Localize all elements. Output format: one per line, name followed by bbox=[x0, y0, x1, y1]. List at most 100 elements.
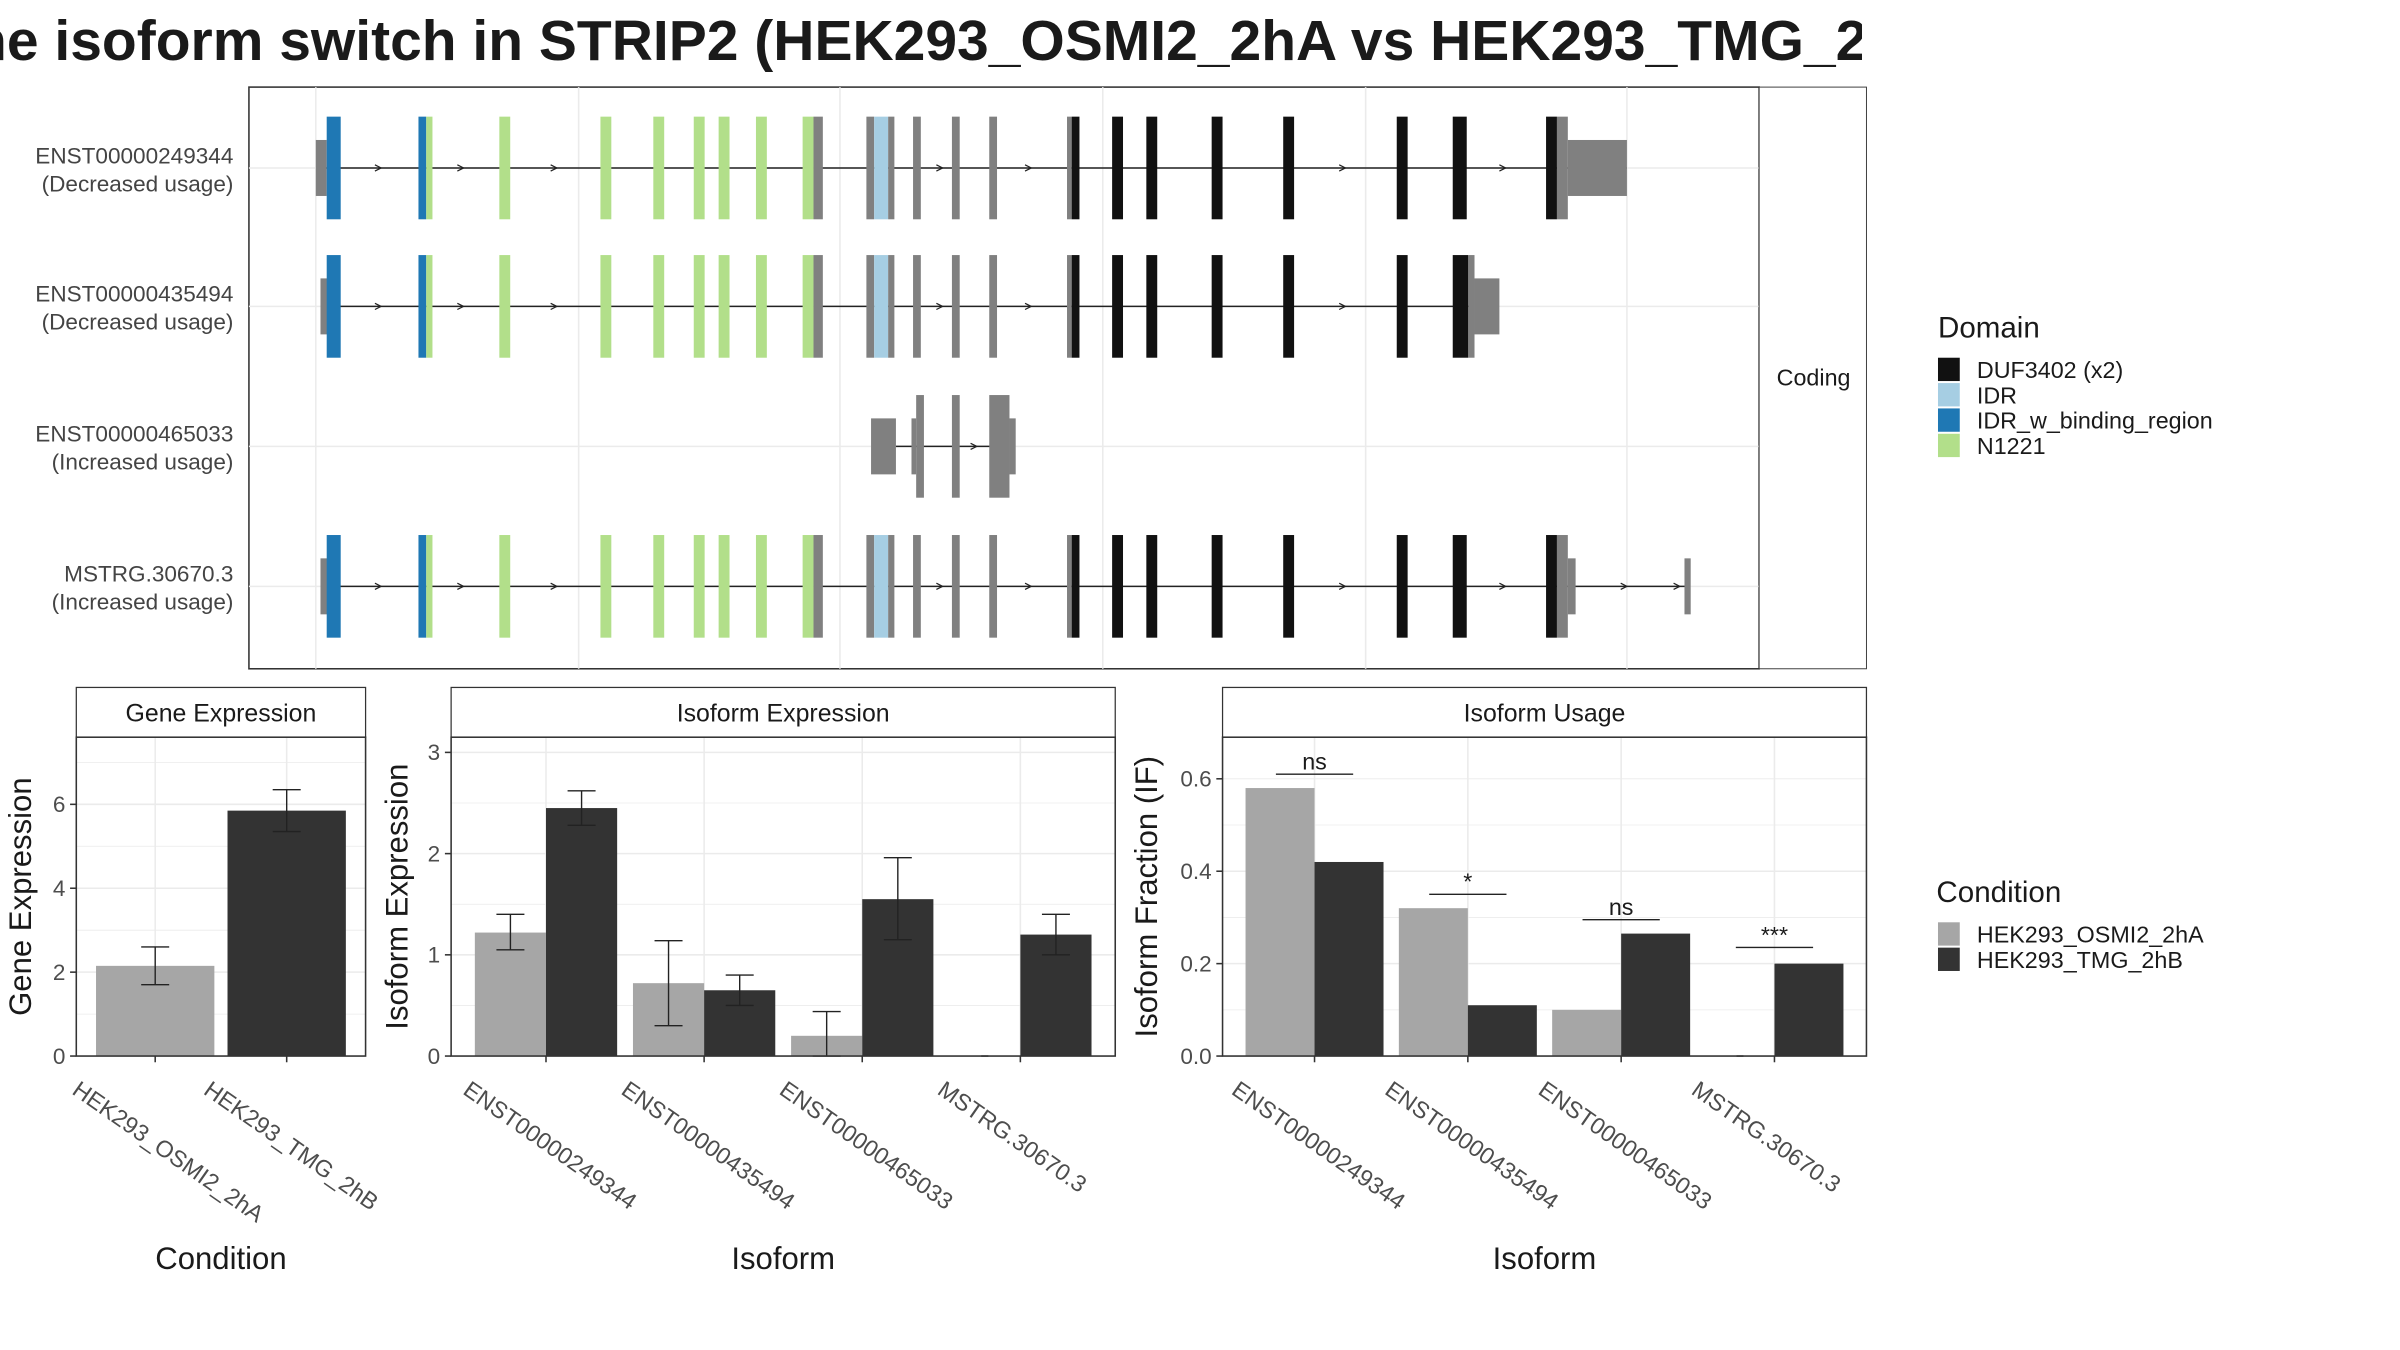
x-tick-label: MSTRG.30670.3 bbox=[933, 1076, 1091, 1198]
intron-direction-arrow bbox=[457, 164, 465, 172]
exon-block bbox=[1146, 535, 1158, 638]
intron-direction-arrow bbox=[374, 164, 383, 172]
exon-block bbox=[1146, 255, 1158, 358]
panel-title: Isoform Usage bbox=[1464, 700, 1626, 728]
exon-block bbox=[755, 535, 767, 638]
exon-block bbox=[1452, 535, 1467, 638]
exon-block bbox=[1567, 558, 1576, 615]
exon-block bbox=[1452, 116, 1467, 220]
exon-block bbox=[718, 535, 730, 638]
intron-direction-arrow bbox=[550, 302, 559, 311]
exon-block bbox=[874, 535, 889, 638]
intron-direction-arrow bbox=[1024, 302, 1033, 311]
y-tick-label: 3 bbox=[428, 740, 441, 765]
exon-block bbox=[418, 535, 427, 638]
bar bbox=[1774, 963, 1844, 1057]
x-axis-title: Isoform bbox=[1493, 1241, 1597, 1276]
domain-legend-swatch bbox=[1937, 408, 1960, 432]
panel-border bbox=[1221, 736, 1868, 1057]
isoform-usage-label: (Increased usage) bbox=[52, 590, 234, 615]
exon-block bbox=[600, 535, 612, 638]
domain-legend: Domain DUF3402 (x2)IDRIDR_w_binding_regio… bbox=[1937, 312, 2213, 459]
panel-title: Isoform Expression bbox=[677, 700, 890, 728]
y-tick-label: 0.4 bbox=[1180, 859, 1211, 884]
structure-plot-area bbox=[248, 86, 1760, 670]
exon-block bbox=[1211, 255, 1223, 358]
exon-block bbox=[1283, 116, 1295, 220]
exon-block bbox=[951, 535, 960, 638]
y-axis-title: Isoform Fraction (IF) bbox=[1129, 756, 1164, 1038]
exon-block bbox=[600, 255, 612, 358]
exon-block bbox=[913, 535, 921, 638]
bar bbox=[1621, 933, 1691, 1057]
exon-block bbox=[1112, 255, 1124, 358]
exon-block bbox=[653, 255, 665, 358]
exon-block bbox=[1567, 139, 1627, 196]
exon-block bbox=[1396, 255, 1408, 358]
exon-block bbox=[418, 116, 427, 220]
transcript-structure-panel: Coding ENST00000249344 (Decreased usage) EN… bbox=[35, 86, 1867, 670]
isoform-id-label: ENST00000465033 bbox=[35, 422, 233, 447]
y-tick-label: 0.6 bbox=[1180, 767, 1211, 792]
exon-block bbox=[1112, 116, 1124, 220]
exon-block bbox=[888, 116, 895, 220]
gene-expression-chart: Gene Expression0246HEK293_OSMI2_2hAHEK29… bbox=[3, 686, 383, 1276]
exon-block bbox=[326, 116, 341, 220]
exon-block bbox=[755, 116, 767, 220]
y-axis-title: Gene Expression bbox=[3, 777, 38, 1016]
intron-direction-arrow bbox=[1024, 164, 1033, 172]
exon-block bbox=[1468, 255, 1475, 358]
exon-block bbox=[1546, 116, 1557, 220]
intron-direction-arrow bbox=[550, 164, 559, 172]
bar bbox=[545, 808, 618, 1057]
panel-border bbox=[75, 736, 367, 1057]
exon-block bbox=[1546, 535, 1557, 638]
exon-block bbox=[1283, 255, 1295, 358]
exon-block bbox=[888, 535, 895, 638]
exon-block bbox=[888, 255, 895, 358]
intron-direction-arrow bbox=[1338, 164, 1347, 172]
y-tick-label: 0.0 bbox=[1180, 1044, 1211, 1069]
condition-legend-swatch bbox=[1937, 922, 1960, 946]
domain-legend-label: N1221 bbox=[1977, 433, 2046, 459]
exon-block bbox=[600, 116, 612, 220]
exon-block bbox=[1452, 255, 1469, 358]
exon-block bbox=[951, 395, 960, 498]
domain-legend-swatch bbox=[1937, 433, 1960, 458]
intron-direction-arrow bbox=[1338, 582, 1347, 591]
isoform-usage-label: (Increased usage) bbox=[52, 450, 234, 475]
exon-block bbox=[718, 116, 730, 220]
domain-legend-swatch bbox=[1937, 357, 1960, 382]
exon-block bbox=[426, 255, 433, 358]
intron-direction-arrow bbox=[374, 302, 383, 311]
isoform-usage-label: (Decreased usage) bbox=[42, 171, 234, 196]
y-tick-label: 0 bbox=[428, 1044, 441, 1069]
exon-block bbox=[866, 535, 875, 638]
domain-legend-label: IDR_w_binding_region bbox=[1977, 408, 2213, 434]
exon-block bbox=[499, 116, 511, 220]
exon-block bbox=[718, 255, 730, 358]
intron-direction-arrow bbox=[1620, 582, 1629, 591]
y-tick-label: 2 bbox=[428, 841, 441, 866]
significance-label: *** bbox=[1761, 922, 1788, 948]
exon-block bbox=[1474, 278, 1500, 335]
exon-block bbox=[1071, 116, 1080, 220]
intron-direction-arrow bbox=[457, 302, 465, 311]
exon-block bbox=[1556, 535, 1568, 638]
x-tick-label: ENST00000435494 bbox=[617, 1076, 800, 1215]
isoform-id-label: MSTRG.30670.3 bbox=[64, 562, 233, 587]
exon-block bbox=[1067, 116, 1072, 220]
intron-direction-arrow bbox=[1338, 302, 1347, 311]
condition-legend-title: Condition bbox=[1936, 876, 2061, 909]
exon-block bbox=[653, 535, 665, 638]
exon-block bbox=[1067, 535, 1072, 638]
exon-block bbox=[1067, 255, 1072, 358]
exon-block bbox=[866, 255, 875, 358]
exon-block bbox=[1211, 535, 1223, 638]
isoform-id-label: ENST00000249344 bbox=[35, 143, 233, 168]
exon-block bbox=[951, 116, 960, 220]
figure-title: he isoform switch in STRIP2 (HEK293_OSMI… bbox=[0, 9, 1862, 73]
exon-block bbox=[499, 535, 511, 638]
exon-block bbox=[989, 395, 1010, 498]
x-axis-title: Condition bbox=[155, 1241, 286, 1276]
